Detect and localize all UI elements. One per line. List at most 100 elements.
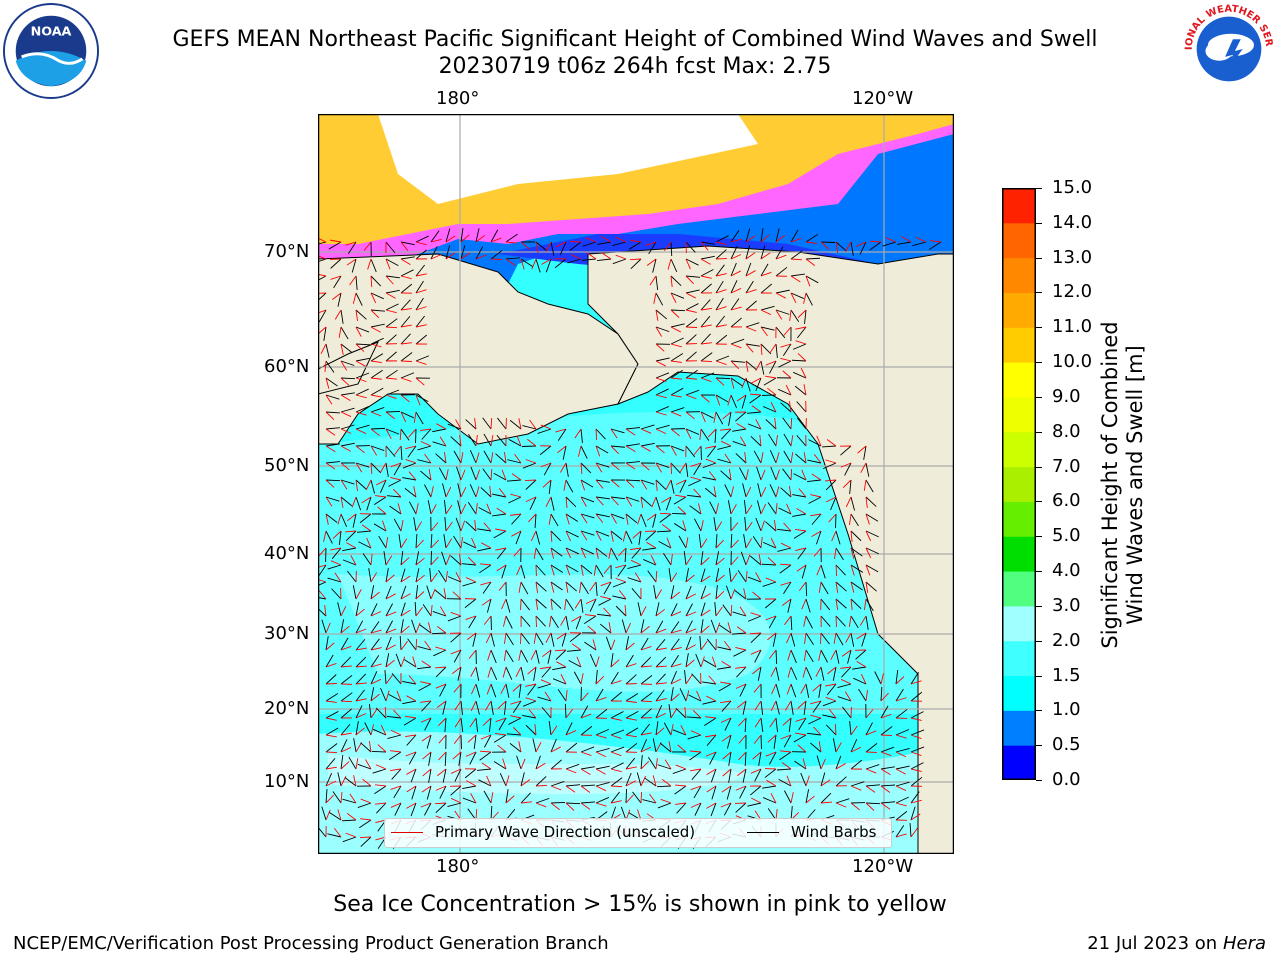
wave-direction-arrow — [670, 445, 677, 456]
wave-direction-arrow — [760, 343, 763, 355]
wind-barb — [719, 624, 732, 634]
wave-direction-arrow — [655, 697, 667, 702]
wind-barb — [318, 258, 327, 263]
wind-barb — [559, 241, 567, 255]
wave-direction-arrow — [760, 252, 771, 260]
wind-barb — [865, 479, 874, 493]
wave-direction-arrow — [730, 572, 738, 583]
wave-direction-arrow — [685, 275, 695, 285]
wind-barb — [707, 445, 717, 458]
wind-barb — [796, 401, 807, 413]
wave-direction-arrow — [424, 453, 432, 464]
wave-direction-arrow — [355, 377, 367, 383]
wave-direction-arrow — [318, 273, 327, 277]
wave-direction-arrow — [749, 393, 762, 396]
wave-direction-arrow — [659, 512, 672, 515]
wind-barb — [325, 789, 328, 804]
wind-barb — [796, 435, 807, 447]
wind-barb — [700, 283, 712, 294]
wind-barb — [739, 683, 747, 697]
wave-direction-arrow — [580, 547, 587, 559]
wind-barb — [865, 764, 880, 770]
wave-direction-arrow — [610, 445, 620, 455]
wave-direction-arrow — [486, 683, 492, 695]
wave-direction-arrow — [803, 649, 807, 661]
wind-barb — [438, 569, 447, 583]
wave-direction-arrow — [390, 729, 402, 736]
wave-direction-arrow — [520, 779, 531, 787]
wave-direction-arrow — [625, 462, 636, 470]
wave-direction-arrow — [745, 521, 753, 532]
wind-barb — [543, 462, 552, 476]
wave-direction-arrow — [655, 326, 662, 337]
wind-barb — [340, 619, 345, 634]
wind-barb — [557, 689, 567, 702]
wave-direction-arrow — [603, 564, 612, 574]
wind-barb — [702, 462, 717, 469]
wave-band-high — [338, 574, 771, 692]
colorbar-bin — [1002, 710, 1036, 746]
wind-barb — [374, 785, 387, 795]
wave-direction-arrow — [468, 649, 477, 659]
wave-direction-arrow — [370, 693, 380, 702]
wind-barb — [478, 779, 492, 787]
wave-direction-arrow — [400, 258, 411, 266]
wave-direction-arrow — [325, 479, 335, 488]
wave-direction-arrow — [910, 813, 921, 821]
wave-direction-arrow — [345, 241, 357, 246]
wave-direction-arrow — [840, 666, 852, 669]
wind-barb — [820, 792, 832, 804]
wind-barb — [565, 513, 579, 522]
wind-barb — [340, 407, 355, 413]
wave-direction-arrow — [428, 469, 432, 481]
wind-barb — [550, 759, 562, 770]
wave-direction-arrow — [560, 462, 567, 473]
wave-direction-arrow — [528, 709, 537, 719]
wave-direction-arrow — [760, 469, 766, 481]
wind-barb — [325, 427, 340, 430]
wave-direction-arrow — [355, 682, 367, 685]
wind-barb — [835, 632, 844, 646]
wave-direction-arrow — [865, 768, 877, 774]
wind-barb — [384, 670, 387, 685]
wave-direction-arrow — [580, 496, 587, 507]
wind-barb — [640, 656, 652, 668]
wave-direction-arrow — [622, 530, 627, 542]
wave-direction-arrow — [434, 802, 447, 805]
wind-barb — [835, 581, 847, 592]
wind-barb — [670, 670, 677, 685]
wind-barb — [419, 624, 432, 634]
wind-barb — [895, 796, 909, 804]
colorbar-tick: 6.0 — [1052, 490, 1081, 512]
wave-direction-arrow — [471, 537, 477, 549]
wave-direction-arrow — [700, 241, 709, 251]
wave-direction-arrow — [541, 649, 552, 658]
wave-direction-arrow — [490, 435, 494, 447]
wave-direction-arrow — [715, 360, 727, 366]
wind-barb — [928, 241, 942, 250]
wave-direction-arrow — [501, 598, 507, 610]
wave-direction-arrow — [645, 241, 657, 246]
wave-direction-arrow — [690, 785, 702, 791]
colorbar-bin — [1002, 188, 1036, 224]
wave-direction-arrow — [700, 625, 710, 634]
wave-direction-arrow — [700, 360, 713, 363]
wind-barb — [805, 257, 821, 260]
wind-barb — [340, 392, 355, 396]
wind-barb — [850, 739, 858, 753]
wave-direction-arrow — [811, 530, 822, 538]
wave-direction-arrow — [610, 428, 618, 439]
wave-direction-arrow — [325, 622, 331, 634]
wave-direction-arrow — [586, 252, 597, 260]
wind-barb — [388, 693, 402, 702]
wave-direction-arrow — [415, 557, 425, 566]
wind-barb — [352, 513, 357, 528]
wind-barb — [464, 768, 477, 779]
wave-direction-arrow — [630, 547, 642, 551]
wave-direction-arrow — [760, 452, 764, 464]
wind-barb — [805, 234, 819, 243]
wave-direction-arrow — [490, 792, 494, 804]
wind-barb — [447, 802, 462, 808]
wave-direction-arrow — [765, 751, 777, 757]
wave-direction-arrow — [445, 521, 453, 532]
